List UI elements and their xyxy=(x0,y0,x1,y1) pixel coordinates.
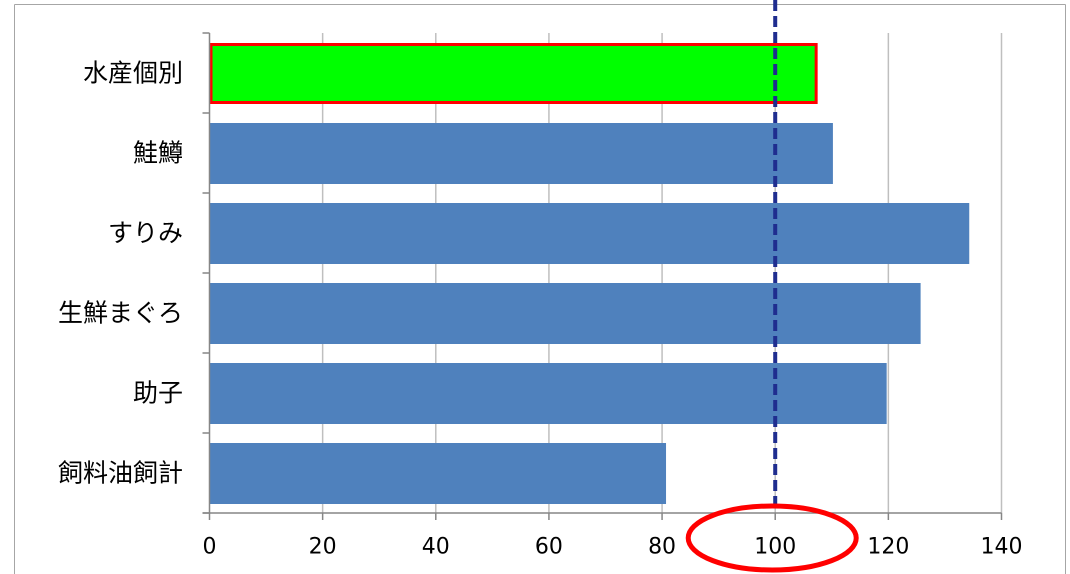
chart-frame xyxy=(14,4,1066,574)
x-tick-label: 40 xyxy=(422,535,450,560)
category-label: 水産個別 xyxy=(83,59,183,88)
x-tick-label: 120 xyxy=(867,535,909,560)
x-tick-label: 0 xyxy=(203,535,217,560)
highlight-ellipse xyxy=(685,503,859,573)
x-tick-labels: 0 20 40 60 80 100 120 140 xyxy=(203,535,1023,560)
bars xyxy=(209,43,970,504)
axes xyxy=(202,32,1003,520)
bar xyxy=(209,123,833,184)
category-label: 飼料油飼計 xyxy=(58,459,183,488)
bar xyxy=(209,443,667,504)
x-tick-label: 100 xyxy=(754,535,796,560)
bar xyxy=(209,203,970,264)
annotations xyxy=(685,0,859,573)
category-label: すりみ xyxy=(108,219,183,248)
highlighted-bar xyxy=(209,43,818,104)
category-label: 助子 xyxy=(133,379,183,408)
bar xyxy=(209,283,921,344)
x-tick-label: 140 xyxy=(981,535,1023,560)
gridlines xyxy=(321,33,1003,513)
bar xyxy=(209,363,887,424)
x-tick-label: 20 xyxy=(309,535,337,560)
x-tick-label: 80 xyxy=(648,535,676,560)
category-label: 鮭鱒 xyxy=(133,139,183,168)
x-tick-label: 60 xyxy=(535,535,563,560)
category-label: 生鮮まぐろ xyxy=(58,299,183,328)
